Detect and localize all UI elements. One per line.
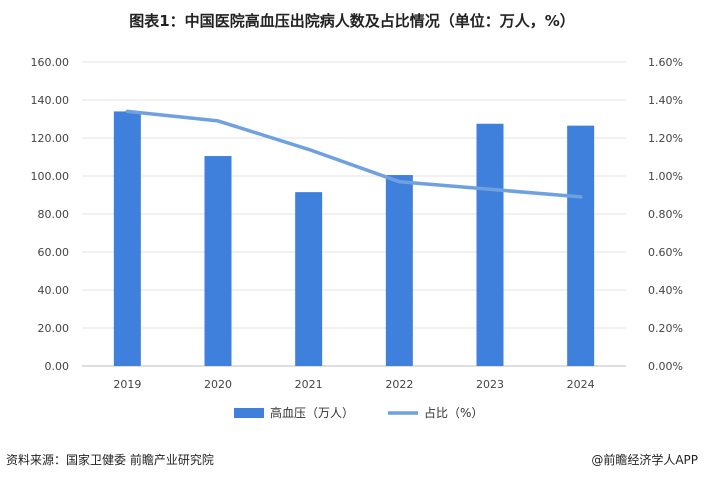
- x-tick-label: 2020: [204, 378, 232, 391]
- left-tick-label: 60.00: [38, 246, 70, 259]
- bar-2020: [204, 156, 232, 366]
- right-tick-label: 1.60%: [648, 56, 683, 69]
- legend-bar-label: 高血压（万人）: [270, 405, 354, 420]
- left-tick-label: 80.00: [38, 208, 70, 221]
- legend-bar-swatch: [234, 408, 264, 418]
- right-tick-label: 1.20%: [648, 132, 683, 145]
- left-tick-label: 0.00: [45, 360, 70, 373]
- left-tick-label: 120.00: [31, 132, 70, 145]
- bar-2021: [295, 192, 323, 366]
- bar-2024: [567, 125, 595, 367]
- left-tick-label: 140.00: [31, 94, 70, 107]
- bar-2023: [476, 123, 504, 366]
- legend-line-label: 占比（%）: [424, 405, 483, 420]
- brand-note: @前瞻经济学人APP: [591, 453, 698, 467]
- bar-2022: [385, 175, 413, 366]
- source-note: 资料来源：国家卫健委 前瞻产业研究院: [6, 453, 214, 467]
- x-tick-label: 2023: [476, 378, 504, 391]
- left-tick-label: 100.00: [31, 170, 70, 183]
- right-tick-label: 0.20%: [648, 322, 683, 335]
- x-tick-label: 2019: [113, 378, 141, 391]
- right-tick-label: 1.40%: [648, 94, 683, 107]
- x-tick-label: 2022: [385, 378, 413, 391]
- right-tick-label: 0.60%: [648, 246, 683, 259]
- x-tick-label: 2021: [295, 378, 323, 391]
- x-tick-label: 2024: [567, 378, 595, 391]
- left-tick-label: 20.00: [38, 322, 70, 335]
- right-tick-label: 1.00%: [648, 170, 683, 183]
- left-tick-label: 160.00: [31, 56, 70, 69]
- line-series-ratio: [125, 109, 583, 199]
- right-tick-label: 0.80%: [648, 208, 683, 221]
- bar-2019: [113, 111, 141, 367]
- right-tick-label: 0.40%: [648, 284, 683, 297]
- chart-title: 图表1：中国医院高血压出院病人数及占比情况（单位：万人，%）: [129, 12, 575, 30]
- right-tick-label: 0.00%: [648, 360, 683, 373]
- left-tick-label: 40.00: [38, 284, 70, 297]
